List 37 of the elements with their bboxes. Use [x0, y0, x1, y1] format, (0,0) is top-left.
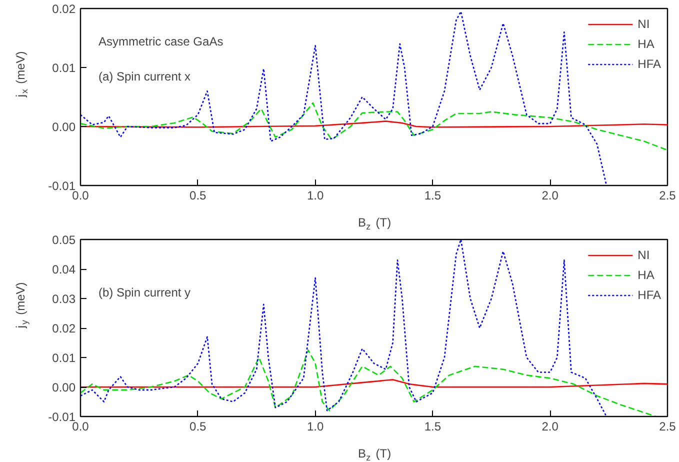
- y-tick-label: 0.05: [52, 233, 76, 247]
- legend-label: NI: [638, 17, 651, 31]
- line-series: [80, 349, 656, 416]
- y-axis-title: jy (meV): [14, 282, 30, 330]
- legend-label: HA: [638, 37, 656, 51]
- y-tick-label: 0.00: [52, 120, 76, 134]
- x-tick-label: 2.5: [659, 420, 676, 434]
- y-axis-title: jx (meV): [14, 51, 30, 98]
- legend-label: HA: [638, 268, 656, 282]
- x-tick-label: 0.5: [190, 420, 207, 434]
- annotation: Asymmetric case GaAs: [98, 34, 224, 48]
- x-tick-label: 0.5: [190, 188, 207, 202]
- x-tick-label: 1.5: [424, 188, 442, 202]
- y-tick-label: 0.02: [52, 322, 76, 336]
- x-tick-label: 1.0: [306, 188, 324, 202]
- x-tick-label: 1.5: [424, 420, 442, 434]
- x-tick-label: 0.0: [72, 420, 90, 434]
- x-tick-label: 0.0: [72, 188, 90, 202]
- x-tick-label: 1.0: [306, 420, 324, 434]
- y-tick-label: 0.00: [52, 380, 76, 394]
- legend-label: NI: [638, 248, 651, 262]
- line-series: [80, 10, 608, 186]
- line-series: [80, 240, 608, 416]
- legend-label: HFA: [638, 288, 661, 302]
- line-series: [80, 378, 668, 388]
- legend-label: HFA: [638, 57, 661, 71]
- line-series: [80, 102, 668, 151]
- x-tick-label: 2.5: [659, 188, 676, 202]
- x-tick-label: 2.0: [542, 188, 559, 202]
- annotation: (a) Spin current x: [98, 70, 191, 84]
- y-tick-label: 0.01: [52, 61, 76, 75]
- y-tick-label: 0.03: [52, 292, 76, 306]
- annotation: (b) Spin current y: [98, 286, 191, 300]
- y-tick-label: 0.04: [52, 262, 76, 276]
- y-tick-label: 0.02: [52, 2, 76, 16]
- x-tick-label: 2.0: [542, 420, 559, 434]
- y-tick-label: 0.01: [52, 351, 76, 365]
